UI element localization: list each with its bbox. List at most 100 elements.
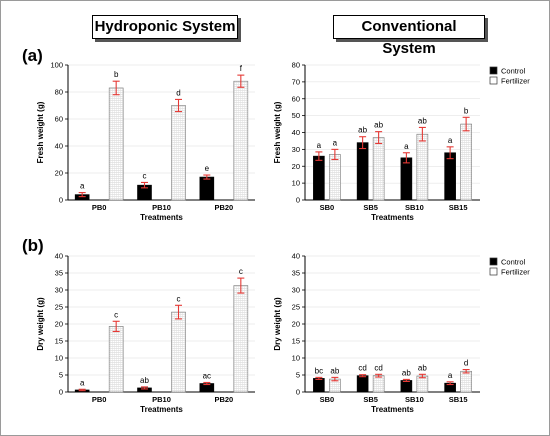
x-tick-label: SB15 xyxy=(449,203,468,212)
bar-control xyxy=(313,155,325,201)
legend-swatch-fertilizer xyxy=(489,76,498,85)
y-tick-label: 15 xyxy=(55,337,63,346)
legend-label-fertilizer: Fertilizer xyxy=(501,268,530,277)
x-tick-label: PB20 xyxy=(214,395,233,404)
y-tick-label: 10 xyxy=(292,354,300,363)
y-tick-label: 0 xyxy=(296,196,300,205)
bar-fertilizer xyxy=(416,375,429,393)
bar-control xyxy=(400,157,413,201)
hydroponic-system-header: Hydroponic System xyxy=(92,15,238,39)
significance-letter: a xyxy=(317,141,322,150)
y-tick-label: 30 xyxy=(292,286,300,295)
y-tick-label: 5 xyxy=(296,371,300,380)
bar-fertilizer xyxy=(460,123,472,201)
significance-letter: ab xyxy=(418,116,427,125)
significance-letter: ab xyxy=(374,121,383,130)
chart-3: 0510152025303540acPB0abcPB10accPB20Treat… xyxy=(36,252,255,414)
significance-letter: e xyxy=(205,164,210,173)
y-tick-label: 35 xyxy=(55,269,63,278)
significance-letter: a xyxy=(448,371,453,380)
x-tick-label: SB5 xyxy=(363,203,378,212)
significance-letter: ab xyxy=(402,368,411,377)
significance-letter: a xyxy=(333,138,338,147)
y-tick-label: 40 xyxy=(292,128,300,137)
bar-control xyxy=(356,142,369,201)
bar-fertilizer xyxy=(108,326,124,393)
y-tick-label: 15 xyxy=(292,337,300,346)
bar-fertilizer xyxy=(171,105,186,201)
significance-letter: a xyxy=(448,136,453,145)
y-tick-label: 30 xyxy=(55,286,63,295)
bar-control xyxy=(313,378,325,393)
significance-letter: a xyxy=(80,182,85,191)
x-axis-title: Treatments xyxy=(371,405,414,414)
x-tick-label: SB10 xyxy=(405,395,424,404)
y-axis-title: Dry weight (g) xyxy=(273,297,282,351)
legend-swatch-fertilizer xyxy=(489,267,498,276)
y-tick-label: 50 xyxy=(292,111,300,120)
bar-control xyxy=(400,380,413,393)
x-tick-label: PB20 xyxy=(214,203,233,212)
x-tick-label: SB15 xyxy=(449,395,468,404)
y-tick-label: 35 xyxy=(292,269,300,278)
y-axis-title: Dry weight (g) xyxy=(36,297,45,351)
y-tick-label: 40 xyxy=(292,252,300,261)
y-tick-label: 10 xyxy=(55,354,63,363)
x-tick-label: PB10 xyxy=(152,395,171,404)
x-tick-label: PB0 xyxy=(92,203,107,212)
x-tick-label: SB0 xyxy=(320,203,335,212)
significance-letter: d xyxy=(464,359,468,368)
bar-fertilizer xyxy=(460,370,472,393)
significance-letter: c xyxy=(114,310,118,319)
bar-fertilizer xyxy=(171,311,186,393)
conventional-system-header: Conventional System xyxy=(333,15,485,57)
legend-swatch-control xyxy=(489,257,498,266)
y-tick-label: 60 xyxy=(55,115,63,124)
bar-fertilizer xyxy=(416,133,429,201)
y-tick-label: 25 xyxy=(55,303,63,312)
y-axis-title: Fresh weight (g) xyxy=(273,101,282,163)
legend-label-control: Control xyxy=(501,67,526,76)
bar-fertilizer xyxy=(108,87,124,201)
significance-letter: ab xyxy=(418,363,427,372)
significance-letter: cd xyxy=(358,364,366,373)
significance-letter: cd xyxy=(374,363,382,372)
legend-label-fertilizer: Fertilizer xyxy=(501,77,530,86)
significance-letter: a xyxy=(404,142,409,151)
significance-letter: b xyxy=(464,106,469,115)
y-tick-label: 0 xyxy=(59,196,63,205)
significance-letter: c xyxy=(143,171,147,180)
bar-control xyxy=(199,176,215,201)
y-tick-label: 5 xyxy=(59,371,63,380)
y-tick-label: 30 xyxy=(292,145,300,154)
legend-swatch-control xyxy=(489,66,498,75)
bar-fertilizer xyxy=(372,375,385,393)
bar-control xyxy=(356,375,369,393)
y-tick-label: 10 xyxy=(292,179,300,188)
y-tick-label: 0 xyxy=(59,388,63,397)
y-tick-label: 25 xyxy=(292,303,300,312)
y-tick-label: 40 xyxy=(55,252,63,261)
significance-letter: ab xyxy=(140,376,149,385)
bar-fertilizer xyxy=(329,154,341,201)
significance-letter: bc xyxy=(315,366,323,375)
y-tick-label: 20 xyxy=(292,320,300,329)
x-tick-label: PB0 xyxy=(92,395,107,404)
significance-letter: ac xyxy=(203,371,211,380)
significance-letter: f xyxy=(240,64,243,73)
significance-letter: b xyxy=(114,70,119,79)
chart-1: 0 20 40 60 80 100 a b PB0 c d PB10 e f PB20 Treatments F… xyxy=(36,61,255,222)
x-tick-label: SB5 xyxy=(363,395,378,404)
y-tick-label: 100 xyxy=(50,61,63,70)
y-tick-label: 0 xyxy=(296,388,300,397)
significance-letter: ab xyxy=(330,366,339,375)
legend-label-control: Control xyxy=(501,258,526,267)
y-tick-label: 60 xyxy=(292,94,300,103)
x-axis-title: Treatments xyxy=(140,405,183,414)
x-tick-label: SB10 xyxy=(405,203,424,212)
x-tick-label: PB10 xyxy=(152,203,171,212)
